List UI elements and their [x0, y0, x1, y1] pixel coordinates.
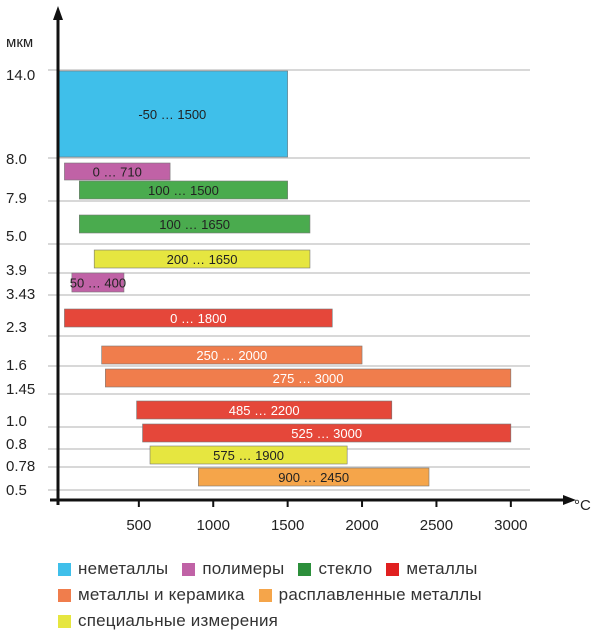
legend-swatch [58, 588, 71, 602]
legend-swatch [258, 588, 272, 602]
y-tick-label: 3.9 [6, 262, 27, 279]
bar-label: 575 … 1900 [213, 448, 284, 463]
y-tick-label: 14.0 [6, 67, 35, 84]
x-unit-label: °C [574, 497, 591, 514]
range-bar [56, 70, 288, 158]
range-bar [79, 214, 311, 234]
bar-label: 485 … 2200 [229, 403, 300, 418]
range-bar [64, 162, 171, 181]
legend-row: специальные измерения [58, 608, 598, 634]
legend-label: металлы [406, 559, 478, 578]
range-bar [71, 272, 125, 293]
y-tick-label: 1.0 [6, 413, 27, 430]
x-tick-label: 3000 [494, 517, 527, 534]
range-bar [93, 249, 311, 269]
y-tick-label: 1.6 [6, 357, 27, 374]
legend-swatch [386, 562, 400, 576]
legend-item: металлы [386, 559, 477, 579]
bar-label: -50 … 1500 [138, 107, 206, 122]
legend: неметаллы полимеры стекло металлы металлы и … [58, 556, 598, 634]
range-bar [149, 445, 348, 465]
y-tick-label: 7.9 [6, 190, 27, 207]
bar-label: 50 … 400 [70, 276, 126, 291]
y-tick-label: 0.78 [6, 458, 35, 475]
legend-label: расплавленные металлы [278, 585, 482, 604]
x-axis-arrow [563, 495, 576, 505]
legend-item: расплавленные металлы [258, 585, 482, 605]
legend-swatch [298, 562, 312, 576]
legend-item: полимеры [182, 559, 284, 579]
bar-label: 250 … 2000 [196, 348, 267, 363]
range-bar [136, 400, 393, 420]
x-tick-label: 2500 [420, 517, 453, 534]
y-tick-label: 1.45 [6, 381, 35, 398]
y-tick-label: 0.8 [6, 436, 27, 453]
legend-item: специальные измерения [58, 611, 278, 631]
range-bar [64, 308, 333, 328]
bar-label: 0 … 1800 [170, 311, 226, 326]
y-axis-arrow [53, 6, 63, 20]
legend-label: полимеры [202, 559, 285, 578]
legend-label: металлы и керамика [78, 585, 245, 604]
range-bar [198, 467, 430, 487]
y-tick-label: 2.3 [6, 319, 27, 336]
y-tick-label: 0.5 [6, 482, 27, 499]
x-tick-label: 1500 [271, 517, 304, 534]
bar-label: 100 … 1500 [148, 183, 219, 198]
y-unit-label: мкм [6, 34, 33, 51]
legend-swatch [58, 614, 71, 628]
bar-label: 275 … 3000 [273, 371, 344, 386]
bar-label: 525 … 3000 [291, 426, 362, 441]
range-bar [105, 368, 512, 388]
legend-swatch [182, 562, 196, 576]
legend-swatch [58, 562, 71, 576]
range-bar [142, 423, 512, 443]
legend-item: металлы и керамика [58, 585, 245, 605]
range-bar [79, 180, 288, 200]
y-tick-label: 8.0 [6, 151, 27, 168]
legend-row: неметаллы полимеры стекло металлы [58, 556, 598, 582]
legend-item: неметаллы [58, 559, 168, 579]
x-tick-label: 2000 [345, 517, 378, 534]
y-tick-label: 5.0 [6, 228, 27, 245]
range-chart: -50 … 1500 0 … 710 100 … 1500 100 … 1650 200… [6, 6, 591, 534]
legend-row: металлы и керамика расплавленные металлы [58, 582, 598, 608]
legend-label: специальные измерения [78, 611, 279, 630]
y-tick-label: 3.43 [6, 286, 35, 303]
bar-label: 900 … 2450 [278, 470, 349, 485]
bar-label: 100 … 1650 [159, 217, 230, 232]
legend-label: неметаллы [78, 559, 169, 578]
x-tick-label: 1000 [197, 517, 230, 534]
legend-label: стекло [318, 559, 373, 578]
bar-label: 0 … 710 [93, 165, 142, 180]
bar-label: 200 … 1650 [167, 252, 238, 267]
range-bar [101, 345, 363, 365]
x-tick-label: 500 [126, 517, 151, 534]
legend-item: стекло [298, 559, 372, 579]
